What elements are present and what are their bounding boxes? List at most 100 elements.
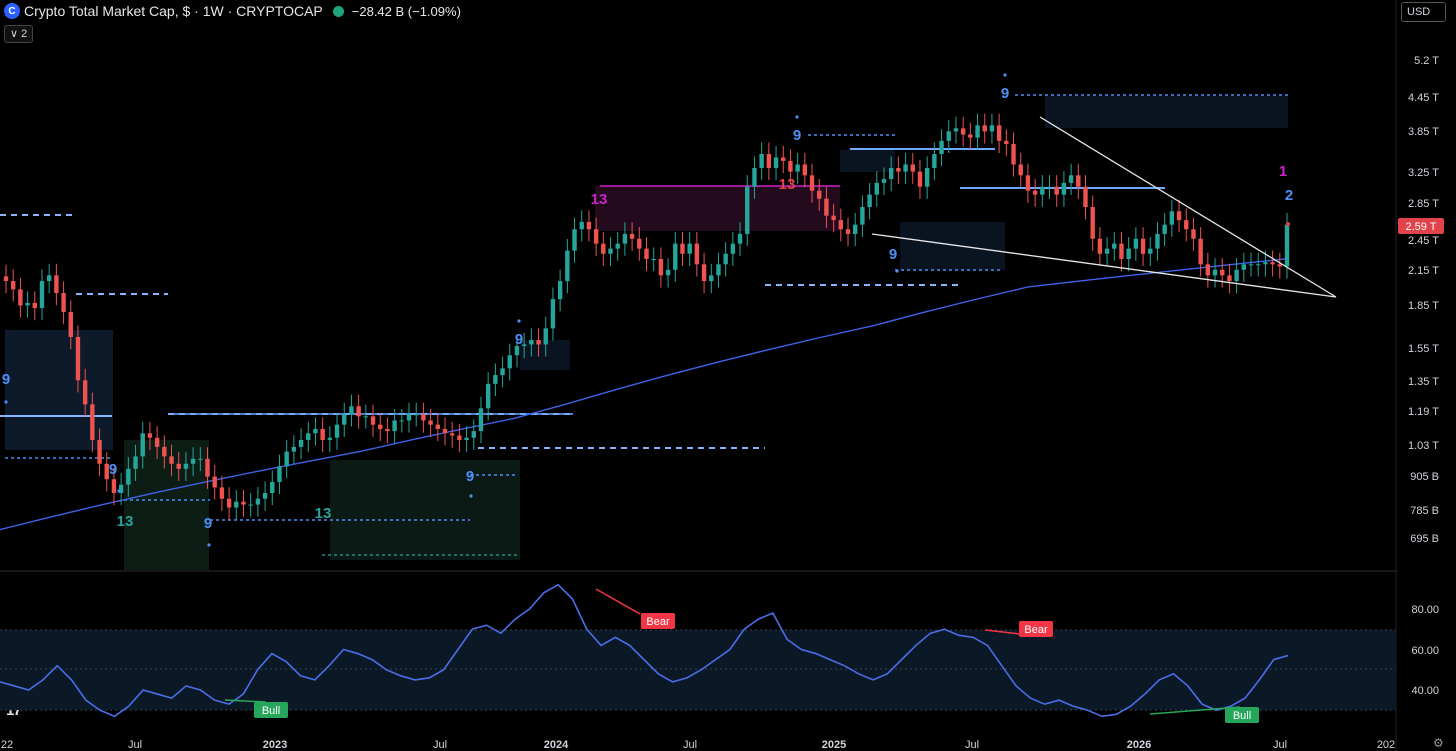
candle-body [565, 250, 570, 282]
candle-body [1025, 175, 1031, 191]
sequential-zone [595, 186, 840, 231]
last-price-dot [1286, 222, 1290, 226]
candle-body [1162, 224, 1167, 234]
candle-body [817, 190, 822, 199]
price-axis-tick: 1.19 T [1408, 406, 1439, 418]
candle-body [838, 220, 844, 230]
sequential-count-label: 2 [1285, 187, 1293, 204]
bear-divergence-line [984, 629, 1021, 635]
price-axis-tick: 4.45 T [1408, 92, 1439, 104]
candle-body [593, 229, 599, 244]
sequential-count-label: 13 [117, 513, 134, 530]
currency-selector[interactable]: USD [1401, 2, 1446, 22]
candle-body [507, 355, 512, 369]
candle-body [730, 243, 736, 254]
candle-body [579, 221, 584, 230]
candle-body [1234, 269, 1239, 282]
candle-body [370, 416, 376, 425]
time-axis-tick: Jul [683, 739, 697, 751]
wedge-resistance-line [1039, 116, 1337, 298]
candle-body [449, 433, 455, 436]
indicators-collapse-button[interactable]: ∨ 2 [4, 25, 34, 43]
candle-body [781, 157, 786, 161]
candle-body [1061, 182, 1067, 195]
price-axis-tick: 1.03 T [1408, 440, 1439, 452]
candle-body [701, 264, 707, 282]
price-axis-tick: 1.35 T [1408, 376, 1439, 388]
divergence-badge-label: Bull [1233, 710, 1251, 722]
candle-body [1191, 229, 1196, 239]
divergence-badge-label: Bear [1024, 624, 1048, 636]
candle-body [25, 302, 30, 306]
candle-body [277, 466, 282, 482]
candle-body [147, 433, 153, 438]
candle-body [478, 408, 484, 432]
sequential-count-label: 9 [889, 246, 897, 263]
candle-body [327, 437, 333, 440]
candle-body [543, 328, 548, 345]
sequential-zone [520, 340, 570, 370]
candle-body [1126, 248, 1131, 259]
sequential-dot [1003, 73, 1007, 77]
sequential-count-label: 13 [591, 191, 608, 208]
candle-body [414, 414, 419, 416]
candle-body [176, 463, 181, 469]
candle-body [881, 179, 887, 183]
candle-body [1054, 186, 1059, 195]
last-price-badge [1398, 218, 1444, 234]
candle-body [809, 175, 815, 191]
candle-body [493, 375, 498, 384]
time-axis-tick: 202 [1377, 739, 1395, 751]
candle-body [1090, 207, 1095, 239]
candle-body [140, 433, 145, 457]
sequential-dot [117, 489, 121, 493]
candle-body [550, 299, 556, 329]
candle-body [1184, 220, 1189, 230]
candle-body [262, 492, 268, 499]
candle-body [234, 501, 239, 508]
candle-body [860, 207, 865, 225]
candle-body [68, 311, 73, 337]
candle-body [1176, 211, 1182, 221]
candle-body [910, 164, 915, 172]
candle-body [932, 154, 937, 169]
candle-body [10, 281, 16, 290]
candle-body [953, 128, 959, 132]
price-axis-tick: 1.85 T [1408, 300, 1439, 312]
time-axis-tick: Jul [1273, 739, 1287, 751]
candle-body [306, 433, 311, 440]
candle-body [205, 458, 210, 477]
sequential-count-label: 9 [793, 127, 801, 144]
settings-gear-icon[interactable]: ⚙ [1433, 736, 1444, 750]
sequential-count-label: 9 [1001, 85, 1009, 102]
candle-body [270, 481, 275, 493]
candle-body [133, 456, 138, 469]
divergence-badge [1225, 707, 1259, 723]
candle-body [1104, 248, 1110, 254]
candle-body [694, 243, 700, 265]
indicator-count: 2 [21, 28, 28, 40]
candle-body [154, 437, 160, 447]
candle-body [334, 424, 340, 438]
candle-body [773, 157, 779, 169]
candle-body [1270, 262, 1275, 265]
candle-body [1205, 264, 1211, 276]
candle-body [298, 439, 304, 447]
candle-body [1256, 264, 1261, 266]
rsi-band [0, 630, 1396, 710]
candle-body [709, 275, 714, 282]
candle-body [608, 248, 613, 254]
candle-body [802, 164, 808, 176]
chart-title[interactable]: Crypto Total Market Cap, $ · 1W · CRYPTO… [24, 3, 323, 19]
candle-body [1277, 264, 1283, 267]
price-axis-tick: 1.55 T [1408, 343, 1439, 355]
candle-body [788, 160, 793, 172]
candle-body [629, 233, 635, 239]
candle-body [1227, 275, 1232, 282]
candle-body [1220, 269, 1225, 276]
sequential-zone [840, 150, 895, 172]
wedge-support-line [871, 233, 1337, 298]
candle-body [615, 243, 620, 249]
time-axis-tick: 2023 [263, 739, 287, 751]
